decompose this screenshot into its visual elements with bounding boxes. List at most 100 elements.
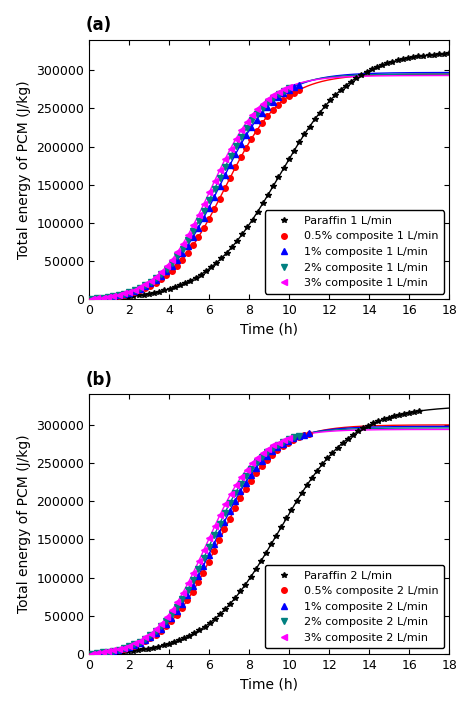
1% composite 2 L/min bbox=[274, 443, 280, 452]
3% composite 1 L/min bbox=[174, 249, 180, 257]
3% composite 2 L/min bbox=[116, 645, 121, 653]
3% composite 1 L/min bbox=[206, 188, 212, 197]
0.5% composite 2 L/min bbox=[121, 644, 127, 653]
3% composite 1 L/min bbox=[191, 221, 196, 229]
1% composite 2 L/min bbox=[158, 624, 164, 633]
2% composite 1 L/min bbox=[265, 98, 271, 106]
2% composite 2 L/min bbox=[153, 627, 159, 636]
3% composite 1 L/min bbox=[265, 95, 271, 103]
3% composite 1 L/min bbox=[158, 268, 164, 276]
3% composite 1 L/min bbox=[100, 294, 106, 302]
2% composite 1 L/min bbox=[206, 195, 212, 204]
0.5% composite 1 L/min bbox=[243, 144, 249, 152]
1% composite 1 L/min bbox=[121, 290, 127, 298]
1% composite 1 L/min bbox=[211, 193, 217, 201]
3% composite 1 L/min bbox=[142, 280, 148, 288]
3% composite 2 L/min bbox=[174, 598, 180, 607]
1% composite 2 L/min bbox=[285, 437, 291, 445]
0.5% composite 1 L/min bbox=[158, 275, 164, 283]
3% composite 2 L/min bbox=[281, 436, 287, 445]
1% composite 1 L/min bbox=[132, 287, 137, 295]
2% composite 1 L/min bbox=[244, 124, 249, 132]
3% composite 2 L/min bbox=[201, 546, 207, 554]
1% composite 1 L/min bbox=[126, 288, 132, 297]
0.5% composite 1 L/min bbox=[100, 294, 105, 302]
0.5% composite 2 L/min bbox=[105, 648, 111, 656]
0.5% composite 1 L/min bbox=[164, 271, 169, 280]
0.5% composite 1 L/min bbox=[195, 233, 201, 241]
2% composite 1 L/min bbox=[169, 259, 175, 268]
2% composite 1 L/min bbox=[121, 290, 127, 298]
2% composite 2 L/min bbox=[110, 646, 116, 655]
0.5% composite 2 L/min bbox=[195, 578, 201, 587]
3% composite 1 L/min bbox=[281, 85, 287, 93]
1% composite 1 L/min bbox=[248, 122, 254, 131]
Line: 0.5% composite 2 L/min: 0.5% composite 2 L/min bbox=[89, 430, 312, 656]
0.5% composite 1 L/min bbox=[190, 241, 196, 250]
Paraffin 1 L/min bbox=[395, 56, 401, 64]
Paraffin 1 L/min bbox=[390, 57, 395, 66]
2% composite 1 L/min bbox=[222, 162, 228, 171]
Paraffin 2 L/min bbox=[227, 600, 233, 608]
3% composite 2 L/min bbox=[185, 579, 191, 588]
1% composite 1 L/min bbox=[291, 83, 297, 91]
2% composite 1 L/min bbox=[116, 291, 121, 299]
1% composite 1 L/min bbox=[233, 150, 238, 159]
1% composite 2 L/min bbox=[222, 518, 228, 526]
2% composite 2 L/min bbox=[217, 520, 222, 528]
2% composite 2 L/min bbox=[254, 458, 260, 467]
0.5% composite 2 L/min bbox=[179, 603, 185, 612]
1% composite 2 L/min bbox=[153, 629, 158, 637]
Line: Paraffin 2 L/min: Paraffin 2 L/min bbox=[89, 409, 422, 656]
1% composite 1 L/min bbox=[275, 93, 281, 101]
2% composite 2 L/min bbox=[185, 586, 191, 594]
1% composite 2 L/min bbox=[105, 648, 111, 656]
2% composite 2 L/min bbox=[206, 542, 212, 551]
2% composite 1 L/min bbox=[201, 207, 207, 215]
1% composite 2 L/min bbox=[259, 457, 264, 466]
3% composite 2 L/min bbox=[217, 511, 223, 520]
1% composite 1 L/min bbox=[222, 171, 228, 179]
1% composite 2 L/min bbox=[248, 470, 254, 479]
3% composite 1 L/min bbox=[185, 231, 191, 239]
X-axis label: Time (h): Time (h) bbox=[240, 678, 298, 691]
0.5% composite 1 L/min bbox=[238, 153, 244, 161]
2% composite 2 L/min bbox=[291, 433, 297, 442]
3% composite 2 L/min bbox=[127, 641, 132, 650]
0.5% composite 2 L/min bbox=[301, 431, 307, 440]
0.5% composite 1 L/min bbox=[137, 286, 143, 295]
3% composite 2 L/min bbox=[206, 534, 212, 542]
Paraffin 2 L/min bbox=[186, 632, 192, 640]
3% composite 1 L/min bbox=[89, 295, 95, 303]
Line: 0.5% composite 1 L/min: 0.5% composite 1 L/min bbox=[89, 87, 302, 302]
0.5% composite 1 L/min bbox=[296, 86, 302, 94]
2% composite 1 L/min bbox=[185, 236, 191, 245]
0.5% composite 1 L/min bbox=[174, 261, 180, 270]
0.5% composite 1 L/min bbox=[286, 92, 292, 101]
3% composite 1 L/min bbox=[137, 283, 143, 292]
3% composite 2 L/min bbox=[233, 481, 239, 489]
0.5% composite 1 L/min bbox=[259, 119, 265, 127]
0.5% composite 2 L/min bbox=[254, 469, 259, 477]
1% composite 2 L/min bbox=[232, 496, 238, 505]
1% composite 1 L/min bbox=[100, 294, 105, 302]
3% composite 1 L/min bbox=[228, 144, 233, 153]
1% composite 2 L/min bbox=[301, 430, 307, 439]
Y-axis label: Total energy of PCM (J/kg): Total energy of PCM (J/kg) bbox=[17, 80, 31, 258]
1% composite 1 L/min bbox=[169, 262, 174, 270]
3% composite 2 L/min bbox=[164, 613, 169, 622]
0.5% composite 2 L/min bbox=[274, 446, 280, 455]
2% composite 1 L/min bbox=[137, 284, 143, 292]
Legend: Paraffin 1 L/min, 0.5% composite 1 L/min, 1% composite 1 L/min, 2% composite 1 L: Paraffin 1 L/min, 0.5% composite 1 L/min… bbox=[265, 210, 444, 294]
3% composite 2 L/min bbox=[89, 649, 95, 658]
0.5% composite 1 L/min bbox=[291, 88, 297, 97]
0.5% composite 1 L/min bbox=[142, 284, 148, 292]
2% composite 1 L/min bbox=[212, 185, 218, 193]
3% composite 1 L/min bbox=[244, 118, 249, 127]
1% composite 1 L/min bbox=[180, 249, 185, 258]
3% composite 2 L/min bbox=[286, 434, 292, 442]
3% composite 2 L/min bbox=[228, 490, 233, 498]
1% composite 2 L/min bbox=[264, 452, 270, 460]
3% composite 1 L/min bbox=[169, 256, 175, 264]
0.5% composite 2 L/min bbox=[201, 569, 206, 577]
